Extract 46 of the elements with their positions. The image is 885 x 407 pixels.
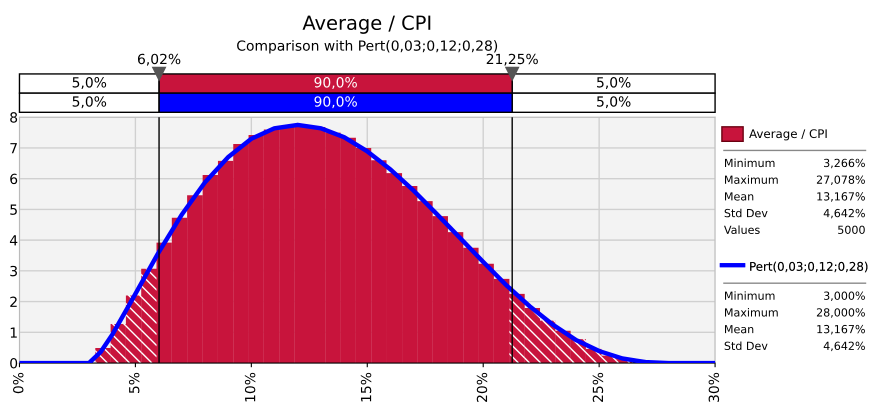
text: 5,0% [597,77,631,89]
y-tick-label: 4 [10,235,18,246]
text: Values [724,225,760,234]
x-tick-label: 5% [128,372,140,394]
y-tick-label: 1 [10,327,17,338]
ref-line-label: 6,02% [138,54,180,66]
y-tick-label: 3 [10,266,17,276]
text: 3,266% [824,158,865,168]
text: Std Dev [724,341,768,350]
text: Std Dev [724,208,768,218]
x-tick-label: 20% [476,372,488,402]
legend-label: Pert(0,03;0,12;0,28) [750,262,868,272]
text: 27,078% [816,175,865,185]
legend-label: Average / CPI [749,129,827,140]
x-tick-label: 10% [244,372,256,402]
chart-title: Average / CPI [302,15,430,34]
text: Maximum [725,175,778,184]
text: 90,0% [314,96,357,108]
y-tick-label: 2 [10,296,17,307]
text: Minimum [725,158,774,168]
chart-subtitle: Comparison with Pert(0,03;0,12;0,28) [237,40,498,54]
text: Mean [725,325,754,334]
text: 5000 [838,226,865,234]
text: Minimum [725,291,774,300]
text: Maximum [725,308,778,317]
y-tick-label: 5 [10,204,17,215]
text: 5,0% [72,77,106,89]
text: Mean [725,192,754,201]
x-tick-label: 25% [592,372,604,402]
x-tick-label: 30% [708,372,720,402]
text: 90,0% [314,77,357,89]
text: 3,000% [824,291,865,302]
x-tick-label: 15% [360,372,372,402]
text: 13,167% [817,324,865,334]
text: 4,642% [824,208,865,218]
text: 28,000% [816,308,865,318]
y-tick-label: 7 [10,143,17,154]
text: 13,167% [817,192,865,202]
text: 5,0% [597,96,631,108]
x-tick-label: 0% [12,372,24,394]
y-tick-label: 6 [10,174,18,184]
text: 4,642% [824,342,865,352]
ref-line-label: 21,25% [486,54,538,66]
y-tick-label: 0 [10,358,18,369]
text: 5,0% [72,96,106,108]
y-tick-label: 8 [10,112,18,123]
